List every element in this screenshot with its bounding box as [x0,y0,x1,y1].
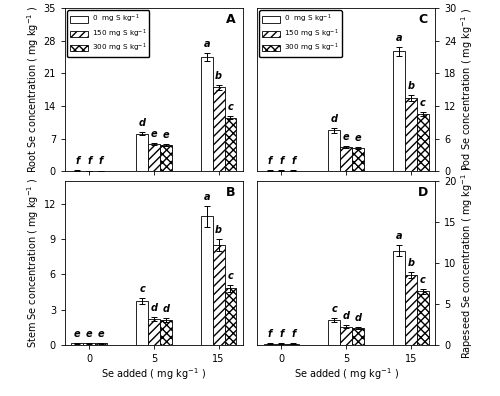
Text: e: e [354,133,361,143]
Text: a: a [396,33,402,43]
Text: c: c [139,284,145,294]
Bar [72,343,84,345]
Bar [328,320,340,345]
Bar [136,133,148,171]
Text: c: c [420,98,426,108]
Text: f: f [76,156,80,166]
Legend: 0  mg S kg$^{-1}$, 150 mg S kg$^{-1}$, 300 mg S kg$^{-1}$: 0 mg S kg$^{-1}$, 150 mg S kg$^{-1}$, 30… [260,10,342,57]
Bar [328,130,340,171]
Text: b: b [407,81,414,91]
Text: f: f [279,329,283,339]
Bar [224,289,236,345]
Text: b: b [215,71,222,81]
Text: c: c [228,102,234,112]
Y-axis label: Root Se concentration ( mg kg$^{-1}$ ): Root Se concentration ( mg kg$^{-1}$ ) [25,6,41,173]
Bar [212,87,224,171]
Bar [416,114,428,171]
Text: d: d [354,313,362,323]
Text: a: a [204,192,210,202]
Bar [224,118,236,171]
Bar [276,344,287,345]
Bar [201,216,212,345]
Bar [405,98,416,171]
Bar [160,145,172,171]
Text: e: e [98,329,104,339]
Y-axis label: Pod Se concentration ( mg kg$^{-1}$ ): Pod Se concentration ( mg kg$^{-1}$ ) [459,8,475,171]
Bar [393,251,405,345]
Text: D: D [418,186,428,199]
Text: f: f [87,156,92,166]
Bar [352,328,364,345]
Text: d: d [138,118,145,128]
Bar [84,343,95,345]
Bar [393,51,405,171]
Bar [340,327,352,345]
Text: c: c [420,275,426,285]
Bar [95,343,107,345]
Bar [405,275,416,345]
Text: C: C [419,13,428,26]
Bar [136,301,148,345]
Text: f: f [291,156,296,166]
Text: b: b [407,258,414,268]
Text: e: e [162,129,169,140]
Text: A: A [226,13,236,26]
Text: d: d [150,303,158,313]
Text: f: f [268,156,272,166]
X-axis label: Se added ( mg kg$^{-1}$ ): Se added ( mg kg$^{-1}$ ) [102,366,206,382]
Text: d: d [330,114,338,124]
Bar [416,291,428,345]
Bar [212,245,224,345]
X-axis label: Se added ( mg kg$^{-1}$ ): Se added ( mg kg$^{-1}$ ) [294,366,399,382]
Text: f: f [279,156,283,166]
Legend: 0  mg S kg$^{-1}$, 150 mg S kg$^{-1}$, 300 mg S kg$^{-1}$: 0 mg S kg$^{-1}$, 150 mg S kg$^{-1}$, 30… [67,10,150,57]
Text: e: e [342,131,349,142]
Text: B: B [226,186,236,199]
Y-axis label: Stem Se concentration ( mg kg$^{-1}$ ): Stem Se concentration ( mg kg$^{-1}$ ) [25,177,41,348]
Bar [288,344,299,345]
Y-axis label: Rapeseed Se concentration ( mg kg$^{-1}$ ): Rapeseed Se concentration ( mg kg$^{-1}$… [459,166,475,360]
Bar [148,144,160,171]
Text: f: f [99,156,103,166]
Text: a: a [204,39,210,49]
Text: d: d [342,311,349,321]
Text: d: d [162,304,170,314]
Text: f: f [291,329,296,339]
Bar [148,319,160,345]
Text: b: b [215,225,222,235]
Text: c: c [228,271,234,281]
Text: e: e [150,129,158,139]
Text: c: c [332,304,337,314]
Text: e: e [86,329,92,339]
Bar [352,148,364,171]
Text: e: e [74,329,80,339]
Bar [160,320,172,345]
Bar [264,344,276,345]
Bar [201,57,212,171]
Text: a: a [396,231,402,241]
Bar [340,147,352,171]
Text: f: f [268,329,272,339]
